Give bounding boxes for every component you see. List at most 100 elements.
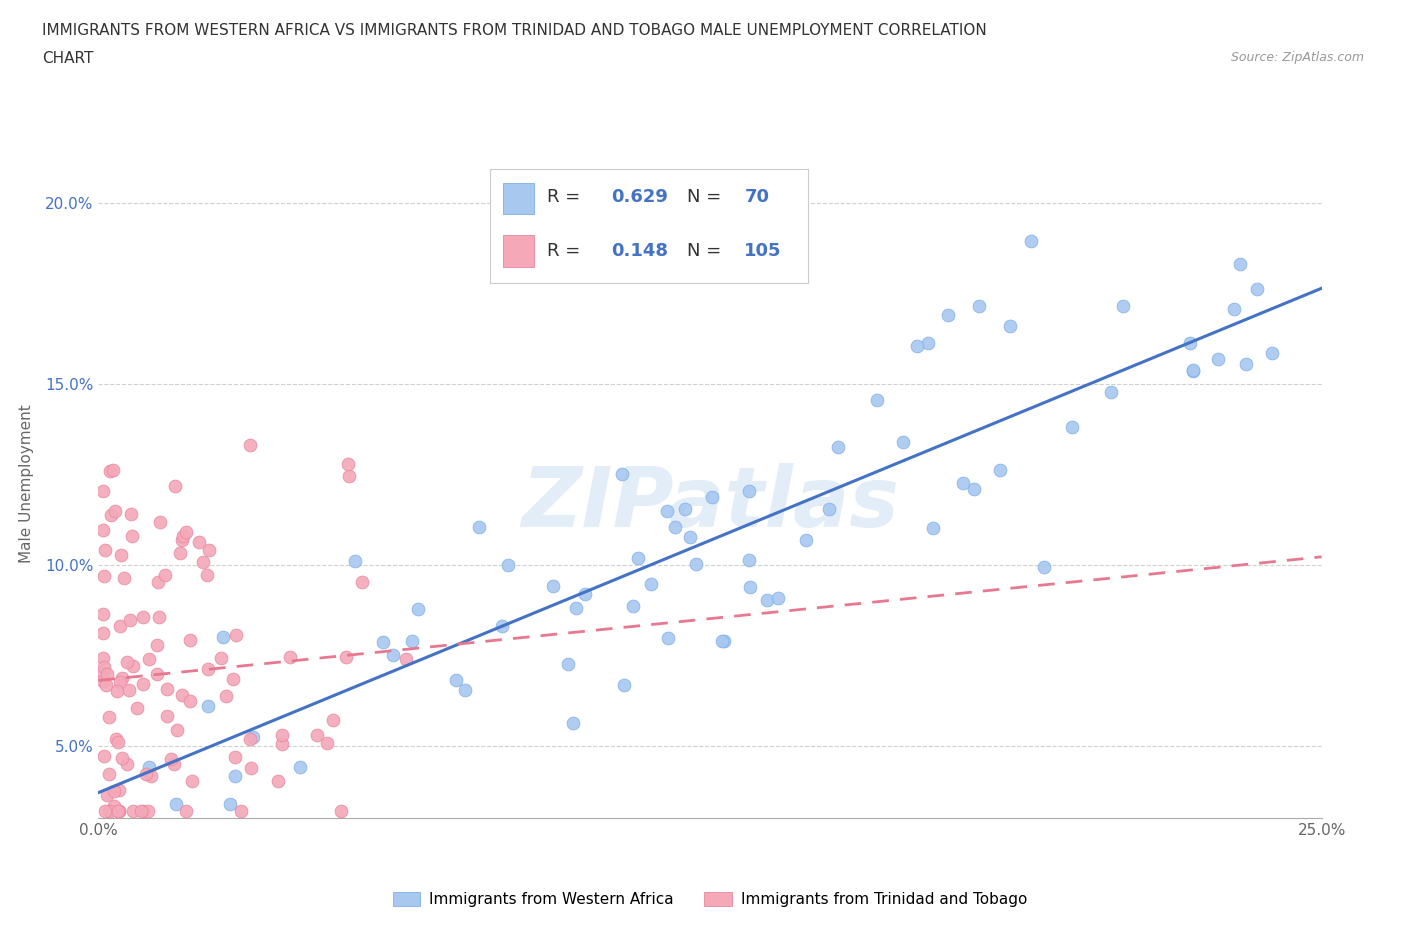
Point	[444, 672, 467, 687]
Point	[174, 525, 197, 539]
Point	[118, 683, 141, 698]
Point	[111, 671, 134, 686]
Point	[1099, 385, 1122, 400]
Point	[381, 648, 404, 663]
Point	[817, 502, 839, 517]
Point	[104, 504, 127, 519]
Text: CHART: CHART	[42, 51, 94, 66]
Point	[343, 553, 366, 568]
Point	[132, 609, 155, 624]
Point	[91, 626, 114, 641]
Point	[97, 766, 120, 781]
Point	[737, 484, 759, 498]
Point	[988, 462, 1011, 477]
Point	[120, 506, 142, 521]
Point	[174, 804, 197, 818]
Point	[891, 434, 914, 449]
Point	[91, 483, 114, 498]
Point	[352, 575, 374, 590]
Point	[219, 796, 242, 811]
Point	[172, 529, 194, 544]
Point	[148, 610, 170, 625]
Point	[1033, 560, 1056, 575]
Point	[401, 633, 423, 648]
Point	[115, 655, 138, 670]
Point	[337, 469, 360, 484]
Point	[94, 677, 117, 692]
Point	[1182, 364, 1205, 379]
Point	[125, 701, 148, 716]
Point	[107, 735, 129, 750]
Point	[239, 761, 262, 776]
Point	[197, 661, 219, 676]
Point	[238, 732, 260, 747]
Legend: Immigrants from Western Africa, Immigrants from Trinidad and Tobago: Immigrants from Western Africa, Immigran…	[387, 886, 1033, 913]
Point	[108, 782, 131, 797]
Point	[197, 542, 219, 557]
Point	[738, 552, 761, 567]
Point	[952, 475, 974, 490]
Point	[454, 683, 477, 698]
Point	[271, 727, 294, 742]
Point	[557, 657, 579, 671]
Point	[91, 607, 114, 622]
Point	[156, 681, 179, 696]
Point	[612, 467, 634, 482]
Point	[96, 667, 118, 682]
Point	[212, 630, 235, 644]
Point	[114, 570, 136, 585]
Point	[225, 628, 247, 643]
Point	[371, 634, 394, 649]
Point	[93, 674, 115, 689]
Point	[165, 479, 187, 494]
Point	[121, 658, 143, 673]
Point	[1229, 257, 1251, 272]
Point	[755, 592, 778, 607]
Point	[179, 694, 201, 709]
Point	[921, 521, 943, 536]
Point	[93, 569, 115, 584]
Point	[139, 768, 162, 783]
Point	[613, 678, 636, 693]
Point	[193, 554, 215, 569]
Point	[395, 651, 418, 666]
Point	[1234, 356, 1257, 371]
Point	[936, 308, 959, 323]
Point	[98, 804, 121, 818]
Point	[657, 631, 679, 645]
Point	[103, 798, 125, 813]
Point	[711, 633, 734, 648]
Point	[94, 542, 117, 557]
Point	[153, 568, 176, 583]
Point	[169, 546, 191, 561]
Point	[679, 530, 702, 545]
Point	[766, 591, 789, 605]
Point	[224, 768, 246, 783]
Point	[197, 699, 219, 714]
Point	[917, 336, 939, 351]
Point	[103, 784, 125, 799]
Point	[170, 687, 193, 702]
Point	[118, 612, 141, 627]
Point	[98, 463, 121, 478]
Point	[685, 556, 707, 571]
Point	[107, 804, 129, 818]
Point	[91, 664, 114, 679]
Point	[215, 688, 238, 703]
Point	[93, 804, 115, 818]
Text: ZIPatlas: ZIPatlas	[522, 463, 898, 544]
Point	[108, 804, 131, 818]
Point	[155, 709, 177, 724]
Point	[146, 575, 169, 590]
Point	[1206, 352, 1229, 366]
Point	[1019, 233, 1042, 248]
Point	[105, 684, 128, 698]
Text: Source: ZipAtlas.com: Source: ZipAtlas.com	[1230, 51, 1364, 64]
Point	[93, 659, 115, 674]
Point	[132, 676, 155, 691]
Point	[138, 651, 160, 666]
Point	[1112, 299, 1135, 313]
Point	[224, 750, 246, 764]
Point	[1060, 419, 1083, 434]
Point	[905, 339, 928, 353]
